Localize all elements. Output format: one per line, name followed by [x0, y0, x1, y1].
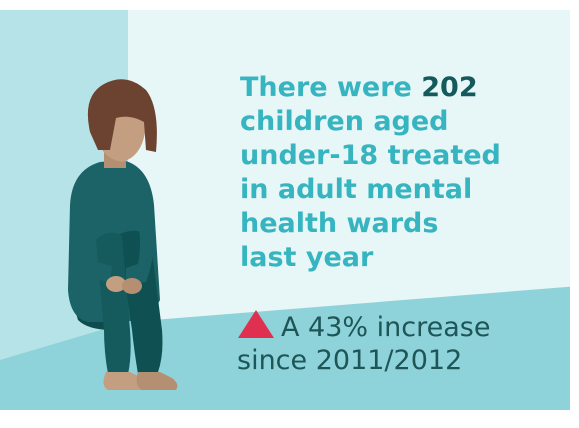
headline-line-5: health wards	[240, 208, 438, 239]
frame-top	[0, 0, 579, 10]
increase-text: A 43% increase since 2011/2012	[237, 309, 577, 377]
increase-line-2: since 2011/2012	[237, 345, 462, 376]
headline-line-3: under-18 treated	[240, 140, 501, 171]
hand-right	[122, 278, 142, 294]
headline-number: 202	[421, 72, 477, 103]
up-triangle-icon	[237, 309, 275, 339]
headline-text: There were 202 children aged under-18 trea…	[240, 71, 570, 275]
headline-prefix: There were	[240, 72, 421, 103]
increase-line-1: A 43% increase	[281, 312, 490, 343]
headline-line-2: children aged	[240, 106, 449, 137]
frame-bottom	[0, 410, 579, 428]
headline-line-6: last year	[240, 242, 373, 273]
headline-line-4: in adult mental	[240, 174, 472, 205]
